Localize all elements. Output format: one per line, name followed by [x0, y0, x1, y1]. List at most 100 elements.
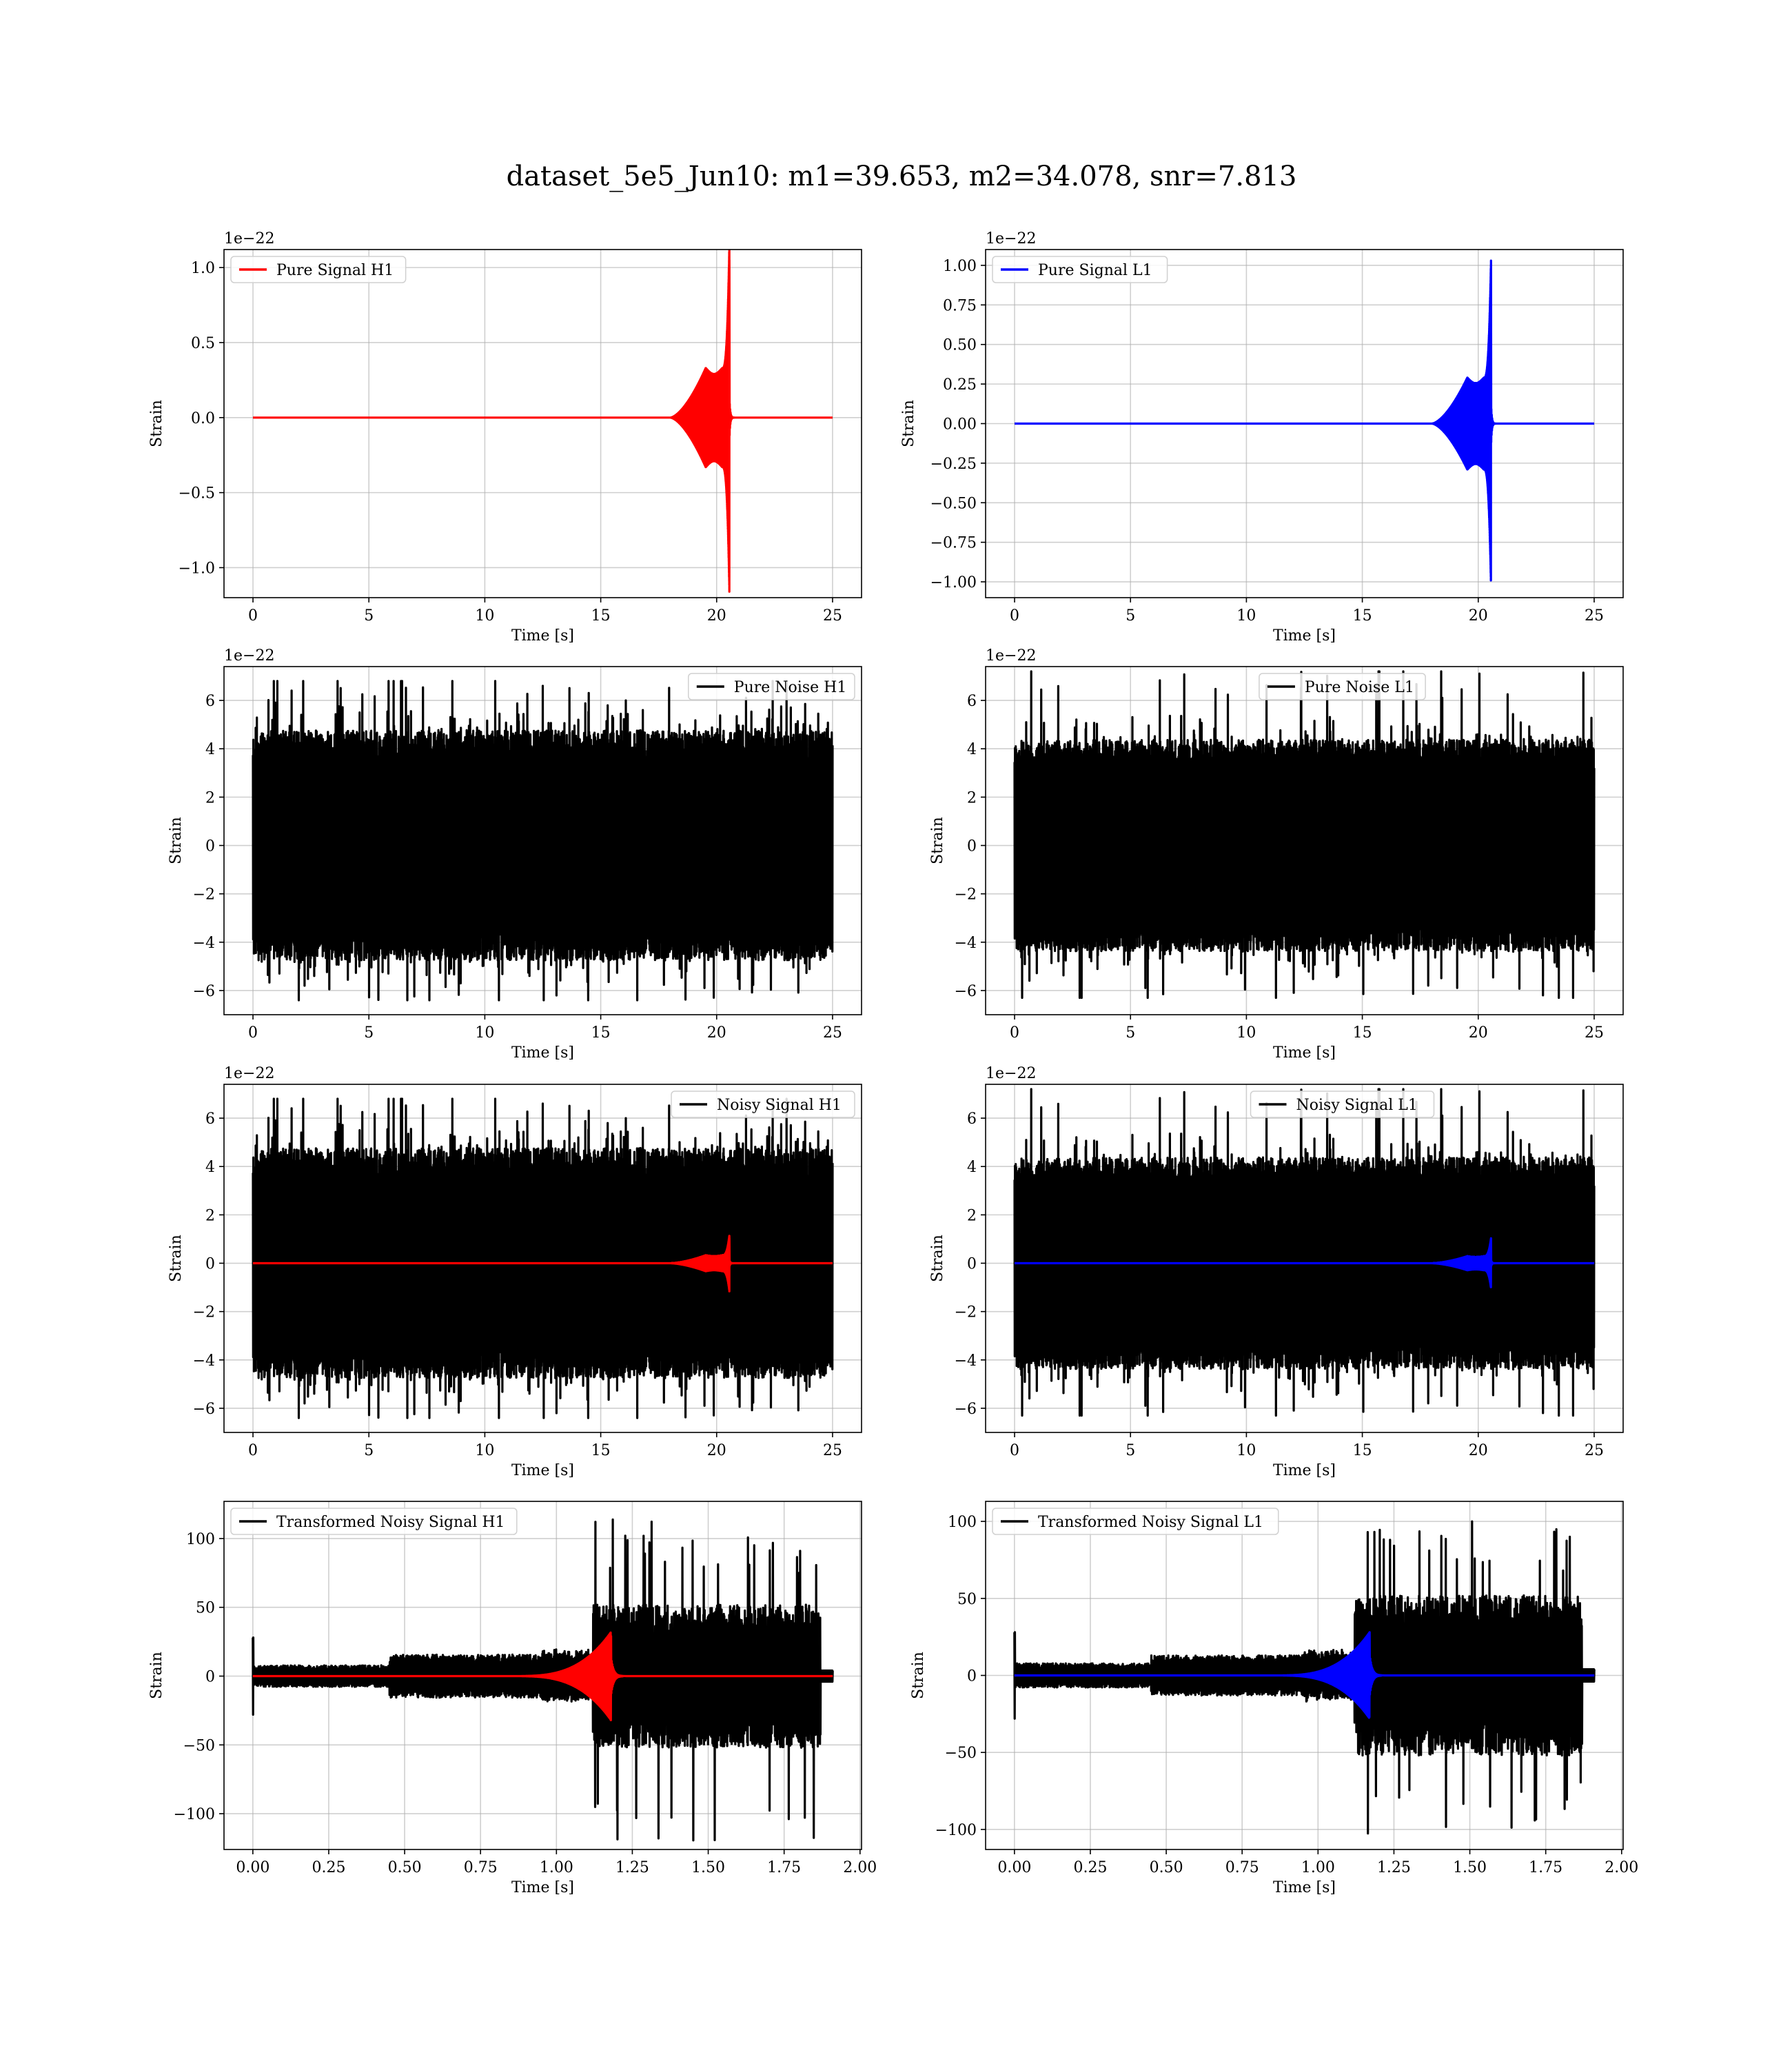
x-tick-label: 0.75 [464, 1859, 498, 1876]
x-axis-label: Time [s] [1273, 1044, 1336, 1062]
legend-frame [230, 256, 407, 283]
legend: Pure Noise L1 [1259, 673, 1426, 700]
x-tick-label: 5 [1126, 1024, 1135, 1042]
x-tick-label: 10 [1236, 607, 1256, 625]
axis-offset-label: 1e−22 [986, 230, 1036, 247]
x-tick-label: 25 [823, 607, 842, 625]
legend: Transformed Noisy Signal H1 [230, 1508, 518, 1535]
y-tick-label: −6 [955, 1401, 977, 1418]
y-tick-label: 0.50 [943, 337, 977, 354]
plot-area [252, 1518, 834, 1842]
series-line-pure-signal-l1 [1015, 259, 1594, 582]
y-tick-label: −50 [183, 1737, 215, 1754]
y-tick-label: 1.00 [943, 258, 977, 275]
x-tick-label: 15 [591, 1442, 611, 1459]
x-tick-label: 2.00 [843, 1859, 877, 1876]
y-tick-label: 6 [205, 693, 215, 710]
y-axis-label: Strain [900, 400, 917, 447]
y-tick-label: 1.0 [191, 260, 215, 277]
legend-label: Pure Signal L1 [1038, 262, 1152, 279]
y-axis-label: Strain [929, 1235, 946, 1282]
y-axis-label: Strain [167, 1235, 185, 1282]
y-axis-label: Strain [148, 400, 165, 447]
plot-area [1013, 670, 1596, 1000]
y-tick-label: 0.00 [943, 416, 977, 434]
y-tick-label: 0 [967, 838, 977, 855]
x-tick-label: 0.25 [312, 1859, 345, 1876]
legend: Noisy Signal L1 [1250, 1091, 1435, 1118]
plot-area [252, 1097, 834, 1419]
y-tick-label: 0.5 [191, 335, 215, 352]
y-tick-label: 4 [205, 1159, 215, 1176]
plot-area [1015, 259, 1594, 582]
series-line-transformed-noisy-signal-h1-overlay-1 [252, 1631, 833, 1721]
plot-area [253, 250, 833, 593]
legend: Transformed Noisy Signal L1 [992, 1508, 1279, 1535]
x-tick-label: 25 [823, 1024, 842, 1042]
axes-frame [223, 249, 862, 598]
x-tick-label: 0 [1010, 1442, 1019, 1459]
x-tick-label: 15 [591, 1024, 611, 1042]
x-tick-label: 20 [707, 1442, 726, 1459]
legend-frame [992, 1508, 1279, 1535]
y-tick-label: 0.0 [191, 410, 215, 427]
x-axis-label: Time [s] [1273, 627, 1336, 645]
axes-frame [223, 1501, 862, 1850]
axis-offset-label: 1e−22 [224, 230, 274, 247]
x-tick-label: 20 [707, 1024, 726, 1042]
x-tick-label: 1.75 [1529, 1859, 1562, 1876]
y-tick-label: 100 [186, 1531, 215, 1548]
x-axis-label: Time [s] [511, 1462, 574, 1479]
y-tick-label: 0 [205, 1668, 215, 1685]
y-tick-label: −0.75 [930, 535, 977, 552]
y-tick-label: 4 [205, 741, 215, 758]
x-tick-label: 10 [1236, 1442, 1256, 1459]
axes-frame [985, 666, 1624, 1015]
x-tick-label: 25 [1585, 1442, 1604, 1459]
plot-area [1013, 1520, 1596, 1835]
x-tick-label: 0 [248, 1442, 258, 1459]
y-axis-label: Strain [929, 817, 946, 864]
y-tick-label: 6 [967, 693, 977, 710]
x-tick-label: 0 [1010, 607, 1019, 625]
series-line-transformed-noisy-signal-h1 [252, 1518, 834, 1842]
x-tick-label: 5 [1126, 1442, 1135, 1459]
y-tick-label: −100 [174, 1806, 215, 1823]
x-tick-label: 15 [1353, 1442, 1372, 1459]
x-tick-label: 0.25 [1073, 1859, 1107, 1876]
legend-label: Transformed Noisy Signal L1 [1038, 1514, 1263, 1531]
y-tick-label: 2 [967, 789, 977, 807]
y-tick-label: −1.0 [179, 560, 215, 577]
plot-area [1013, 1088, 1596, 1417]
y-tick-label: 6 [967, 1111, 977, 1128]
y-axis-label: Strain [167, 817, 185, 864]
y-tick-label: −0.50 [930, 495, 977, 512]
x-tick-label: 0.50 [388, 1859, 422, 1876]
x-tick-label: 20 [1469, 607, 1488, 625]
y-tick-label: 50 [196, 1600, 215, 1617]
y-tick-label: 4 [967, 1159, 977, 1176]
x-tick-label: 5 [364, 607, 374, 625]
y-tick-label: −4 [955, 935, 977, 952]
x-axis-label: Time [s] [511, 1879, 574, 1896]
legend: Noisy Signal H1 [671, 1091, 855, 1118]
legend-frame [992, 256, 1168, 283]
panel-pure-noise-l1: 0 5 10 15 20 25 −6 −4 −2 0 2 4 6 Time [s] Strain 1e−22 P… [929, 647, 1624, 1062]
y-tick-label: 0 [205, 838, 215, 855]
series-line-transformed-noisy-signal-l1-overlay-1 [1014, 1631, 1595, 1719]
legend-frame [671, 1091, 855, 1118]
legend-label: Pure Noise H1 [734, 679, 847, 696]
panel-noisy-signal-l1: 0 5 10 15 20 25 −6 −4 −2 0 2 4 6 Time [s] Strain 1e−22 N… [929, 1065, 1624, 1479]
x-tick-label: 0 [248, 1024, 258, 1042]
series-line-transformed-noisy-signal-l1 [1013, 1520, 1596, 1835]
x-axis-label: Time [s] [511, 1044, 574, 1062]
x-tick-label: 0.50 [1150, 1859, 1183, 1876]
axis-offset-label: 1e−22 [224, 1065, 274, 1082]
axis-offset-label: 1e−22 [986, 647, 1036, 665]
x-tick-label: 5 [364, 1442, 374, 1459]
x-tick-label: 0 [248, 607, 258, 625]
x-tick-label: 15 [591, 607, 611, 625]
x-tick-label: 10 [475, 1024, 494, 1042]
y-tick-label: −2 [955, 1304, 977, 1321]
